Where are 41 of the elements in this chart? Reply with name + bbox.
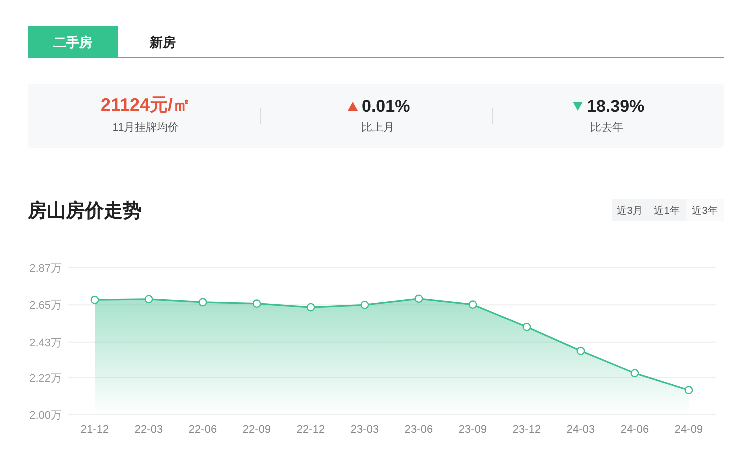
point — [144, 295, 154, 304]
x-tick-label: 22-09 — [242, 424, 272, 436]
text: 比去年 — [590, 121, 624, 134]
point — [90, 296, 100, 304]
x-tick-label: 24-06 — [620, 424, 650, 436]
text: 18.39% — [587, 97, 645, 116]
x-tick-label: 23-06 — [404, 424, 434, 436]
point — [414, 294, 424, 304]
point — [684, 386, 694, 395]
x-tick-label: 23-12 — [512, 424, 542, 436]
point — [468, 300, 478, 310]
y-tick-label: 2.43万 — [30, 337, 62, 350]
y-tick-label: 2.00万 — [30, 410, 62, 422]
point — [630, 369, 640, 378]
x-tick-label: 22-12 — [296, 424, 326, 436]
text: 近1年 — [654, 205, 680, 217]
point — [198, 298, 208, 307]
y-tick-label: 2.65万 — [30, 300, 62, 312]
point — [252, 300, 262, 308]
x-tick-label: 21-12 — [80, 424, 110, 436]
text: 近3年 — [692, 205, 718, 217]
point — [360, 300, 370, 310]
point — [522, 322, 532, 332]
text: 二手房 — [54, 35, 92, 50]
point — [306, 303, 316, 312]
x-tick-label: 24-09 — [674, 424, 704, 436]
text: 新房 — [149, 35, 176, 50]
chart-title: 房山房价走势 — [27, 200, 142, 222]
x-tick-label: 23-03 — [350, 424, 380, 436]
text: 近3月 — [617, 205, 643, 217]
x-tick-label: 23-09 — [458, 424, 488, 436]
x-tick-label: 22-03 — [134, 424, 164, 436]
text: 21124元/㎡ — [100, 95, 192, 115]
point — [576, 346, 586, 356]
x-tick-label: 24-03 — [566, 424, 596, 436]
text: 比上月 — [362, 121, 394, 134]
y-tick-label: 2.87万 — [30, 263, 62, 275]
x-tick-label: 22-06 — [188, 424, 218, 436]
text: 11月挂牌均价 — [112, 122, 180, 134]
y-tick-label: 2.22万 — [30, 372, 62, 385]
text: 0.01% — [362, 97, 410, 116]
